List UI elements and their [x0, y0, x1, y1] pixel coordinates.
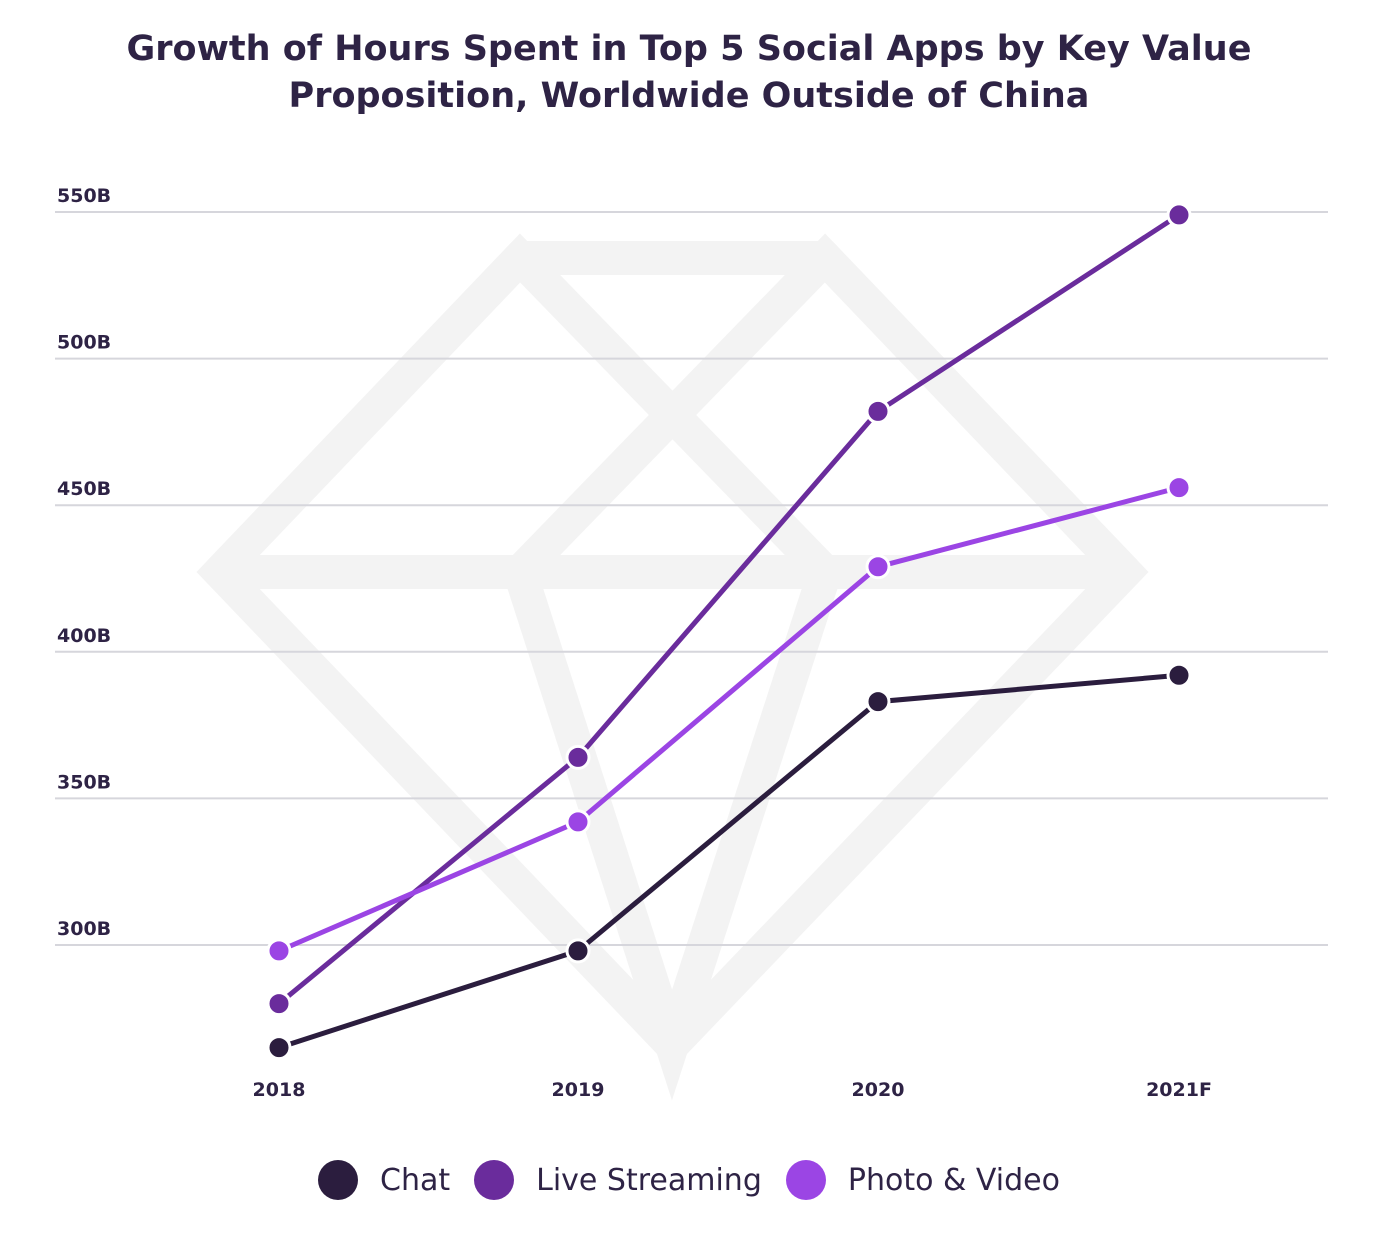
- data-point-chat: [266, 1035, 292, 1061]
- legend-item-photo-video: Photo & Video: [785, 1160, 1060, 1200]
- y-tick-label: 450B: [57, 478, 111, 500]
- series-lines: [276, 212, 1182, 1051]
- data-point-photo-video: [565, 809, 591, 835]
- chart-title: Growth of Hours Spent in Top 5 Social Ap…: [0, 26, 1378, 120]
- y-axis-ticks: 300B 350B 400B 450B 500B 550B: [57, 185, 111, 940]
- series-points: [266, 202, 1192, 1061]
- data-point-chat: [865, 689, 891, 715]
- data-point-photo-video: [1166, 475, 1192, 501]
- legend-swatch-live-streaming: [474, 1160, 515, 1200]
- legend-label-photo-video: Photo & Video: [847, 1162, 1060, 1198]
- legend-item-live-streaming: Live Streaming: [474, 1160, 762, 1200]
- chart-title-line-2: Proposition, Worldwide Outside of China: [288, 76, 1090, 116]
- data-point-photo-video: [865, 554, 891, 580]
- x-axis-ticks: 2018 2019 2020 2021F: [253, 1079, 1212, 1101]
- data-point-chat: [565, 938, 591, 964]
- legend-label-chat: Chat: [380, 1162, 451, 1198]
- x-tick-label: 2021F: [1146, 1079, 1212, 1101]
- y-tick-label: 300B: [57, 918, 111, 940]
- data-point-live-streaming: [565, 744, 591, 770]
- data-point-chat: [1166, 662, 1192, 688]
- data-point-live-streaming: [266, 991, 292, 1017]
- y-tick-label: 350B: [57, 771, 111, 793]
- series-line-photo-video: [276, 485, 1182, 954]
- legend-swatch-photo-video: [785, 1160, 826, 1200]
- x-tick-label: 2020: [852, 1079, 905, 1101]
- legend-item-chat: Chat: [318, 1160, 450, 1200]
- x-tick-label: 2019: [552, 1079, 605, 1101]
- diamond-watermark-icon: [196, 233, 1149, 1101]
- data-point-live-streaming: [1166, 202, 1192, 228]
- chart-title-line-1: Growth of Hours Spent in Top 5 Social Ap…: [126, 29, 1252, 69]
- data-point-photo-video: [266, 938, 292, 964]
- series-line-chat: [276, 672, 1182, 1051]
- y-tick-label: 400B: [57, 625, 111, 647]
- x-tick-label: 2018: [253, 1079, 306, 1101]
- legend-label-live-streaming: Live Streaming: [536, 1162, 762, 1198]
- legend-swatch-chat: [318, 1160, 359, 1200]
- y-tick-label: 500B: [57, 332, 111, 354]
- y-tick-label: 550B: [57, 185, 111, 207]
- legend: Chat Live Streaming Photo & Video: [0, 1160, 1378, 1200]
- data-point-live-streaming: [865, 398, 891, 424]
- series-line-live-streaming: [276, 212, 1182, 1007]
